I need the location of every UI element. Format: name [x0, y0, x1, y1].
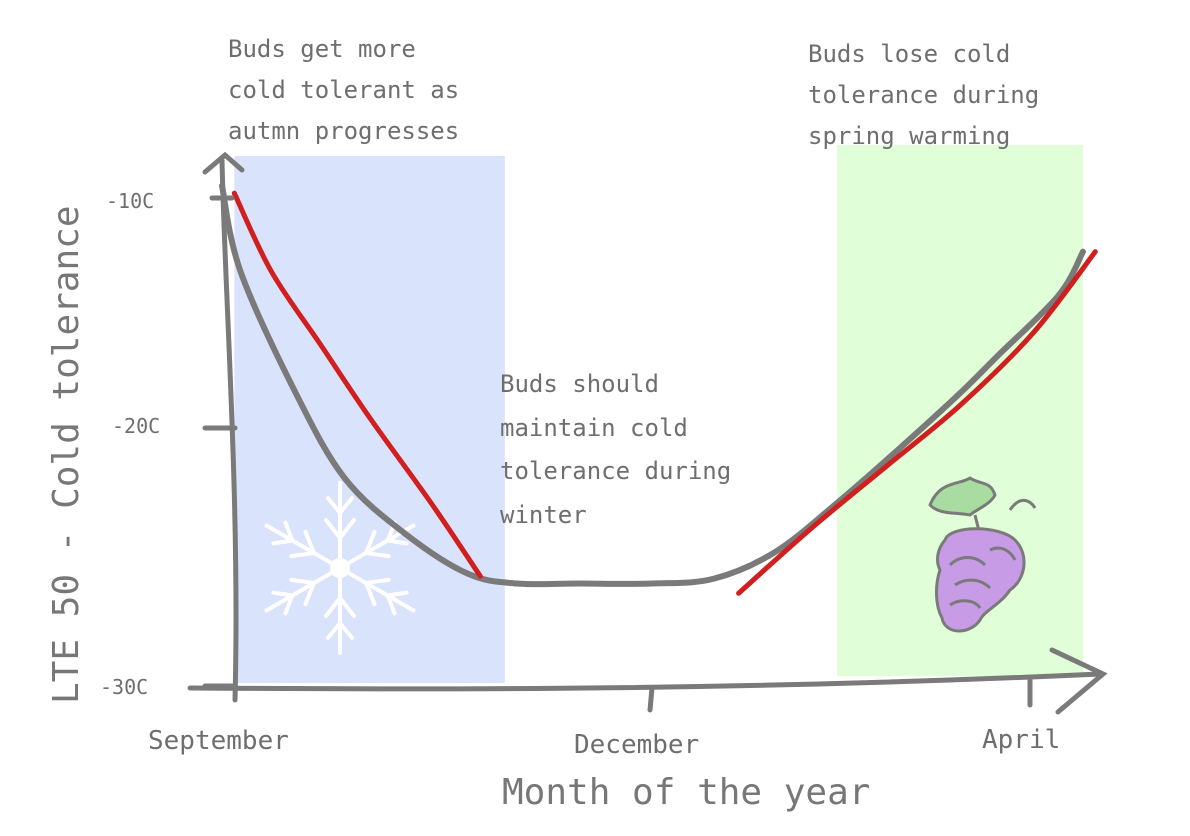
- annotation-winter-line-2: maintain cold: [500, 414, 688, 442]
- annotation-autumn: Buds get more cold tolerant as autmn pro…: [228, 35, 459, 145]
- series-line-red-2: [736, 249, 1098, 596]
- series-lines: [219, 182, 1098, 596]
- y-tick-label-3: -30C: [100, 675, 148, 699]
- snowflake-icon: [257, 481, 423, 655]
- series-line-gray: [219, 182, 1086, 588]
- x-axis-arrow: [1049, 647, 1108, 715]
- axes: [187, 151, 1108, 715]
- x-tick-label-3: April: [982, 725, 1060, 755]
- y-axis-line: [219, 157, 239, 703]
- annotation-winter: Buds should maintain cold tolerance duri…: [500, 370, 731, 529]
- annotation-winter-line-3: tolerance during: [500, 457, 731, 485]
- annotation-autumn-line-3: autmn progresses: [228, 117, 459, 145]
- annotation-spring-line-1: Buds lose cold: [808, 40, 1010, 68]
- annotation-winter-line-1: Buds should: [500, 370, 659, 398]
- x-tick-label-1: September: [148, 726, 289, 756]
- y-axis-title: LTE 50 - Cold tolerance: [46, 206, 87, 705]
- annotation-spring-line-3: spring warming: [808, 122, 1010, 150]
- y-tick-label-1: -10C: [106, 189, 154, 213]
- y-tick-label-2: -20C: [112, 414, 160, 438]
- annotation-autumn-line-1: Buds get more: [228, 35, 416, 63]
- annotation-winter-line-4: winter: [500, 501, 587, 529]
- annotation-autumn-line-2: cold tolerant as: [228, 76, 459, 104]
- series-line-red-1: [231, 190, 483, 579]
- y-axis-arrow: [202, 151, 245, 175]
- x-axis-title: Month of the year: [502, 772, 870, 813]
- grapes-icon: [928, 476, 1037, 633]
- annotation-spring: Buds lose cold tolerance during spring w…: [808, 40, 1039, 150]
- x-axis-line: [187, 671, 1103, 692]
- annotation-spring-line-2: tolerance during: [808, 81, 1039, 109]
- x-tick-mark-2: [647, 685, 655, 713]
- x-tick-label-2: December: [574, 730, 699, 760]
